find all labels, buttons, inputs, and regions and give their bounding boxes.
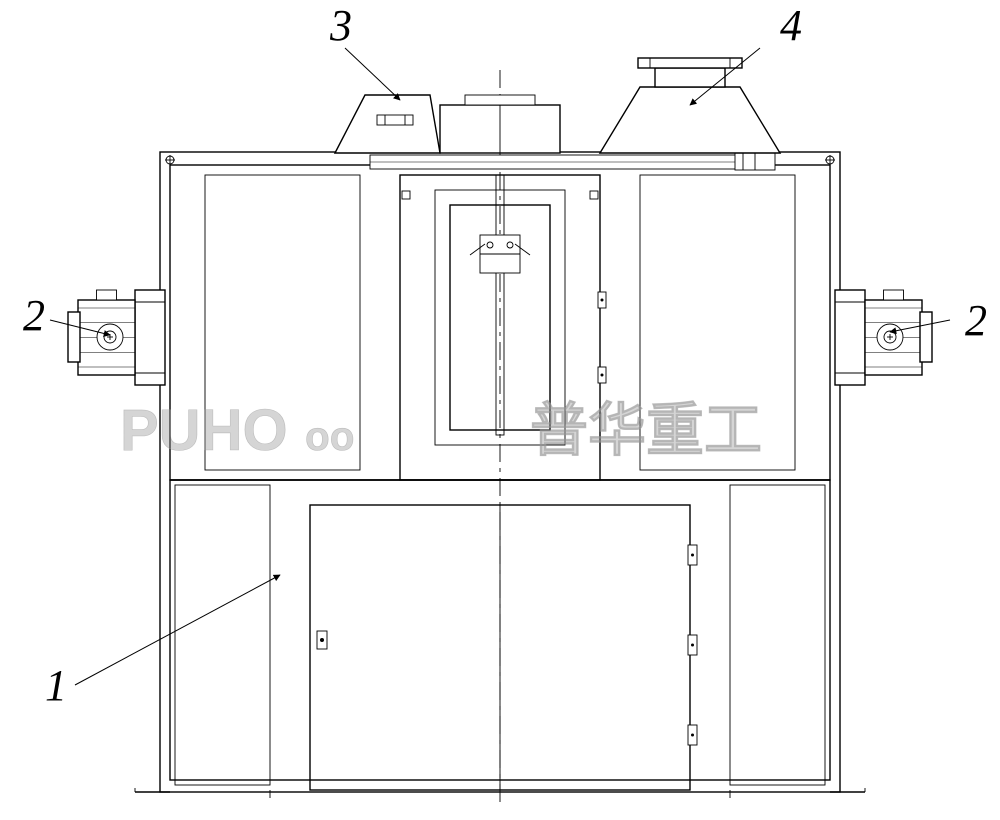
label-l1: 1 xyxy=(45,661,67,710)
funnel-flange xyxy=(638,58,742,68)
technical-drawing: PUHO oo 普华重工 1 2 2 3 4 xyxy=(0,0,1000,820)
label-l3: 3 xyxy=(329,1,352,50)
left-leg-panel xyxy=(175,485,270,785)
right-leg-panel xyxy=(730,485,825,785)
motor-mount-left xyxy=(135,290,165,385)
label-l1-leader xyxy=(75,575,280,685)
motor-mount-right xyxy=(835,290,865,385)
label-l3-leader xyxy=(345,48,400,100)
inlet-funnel xyxy=(600,87,780,153)
watermark-latin: PUHO xyxy=(120,398,288,463)
top-mount-left xyxy=(335,95,440,153)
watermark-icon: oo xyxy=(305,413,355,459)
label-l2a: 2 xyxy=(23,291,45,340)
motor-endcap-right xyxy=(920,312,932,362)
watermark-cjk: 普华重工 xyxy=(530,398,762,463)
motor-endcap-left xyxy=(68,312,80,362)
label-l2b: 2 xyxy=(965,296,987,345)
label-l4: 4 xyxy=(780,1,802,50)
